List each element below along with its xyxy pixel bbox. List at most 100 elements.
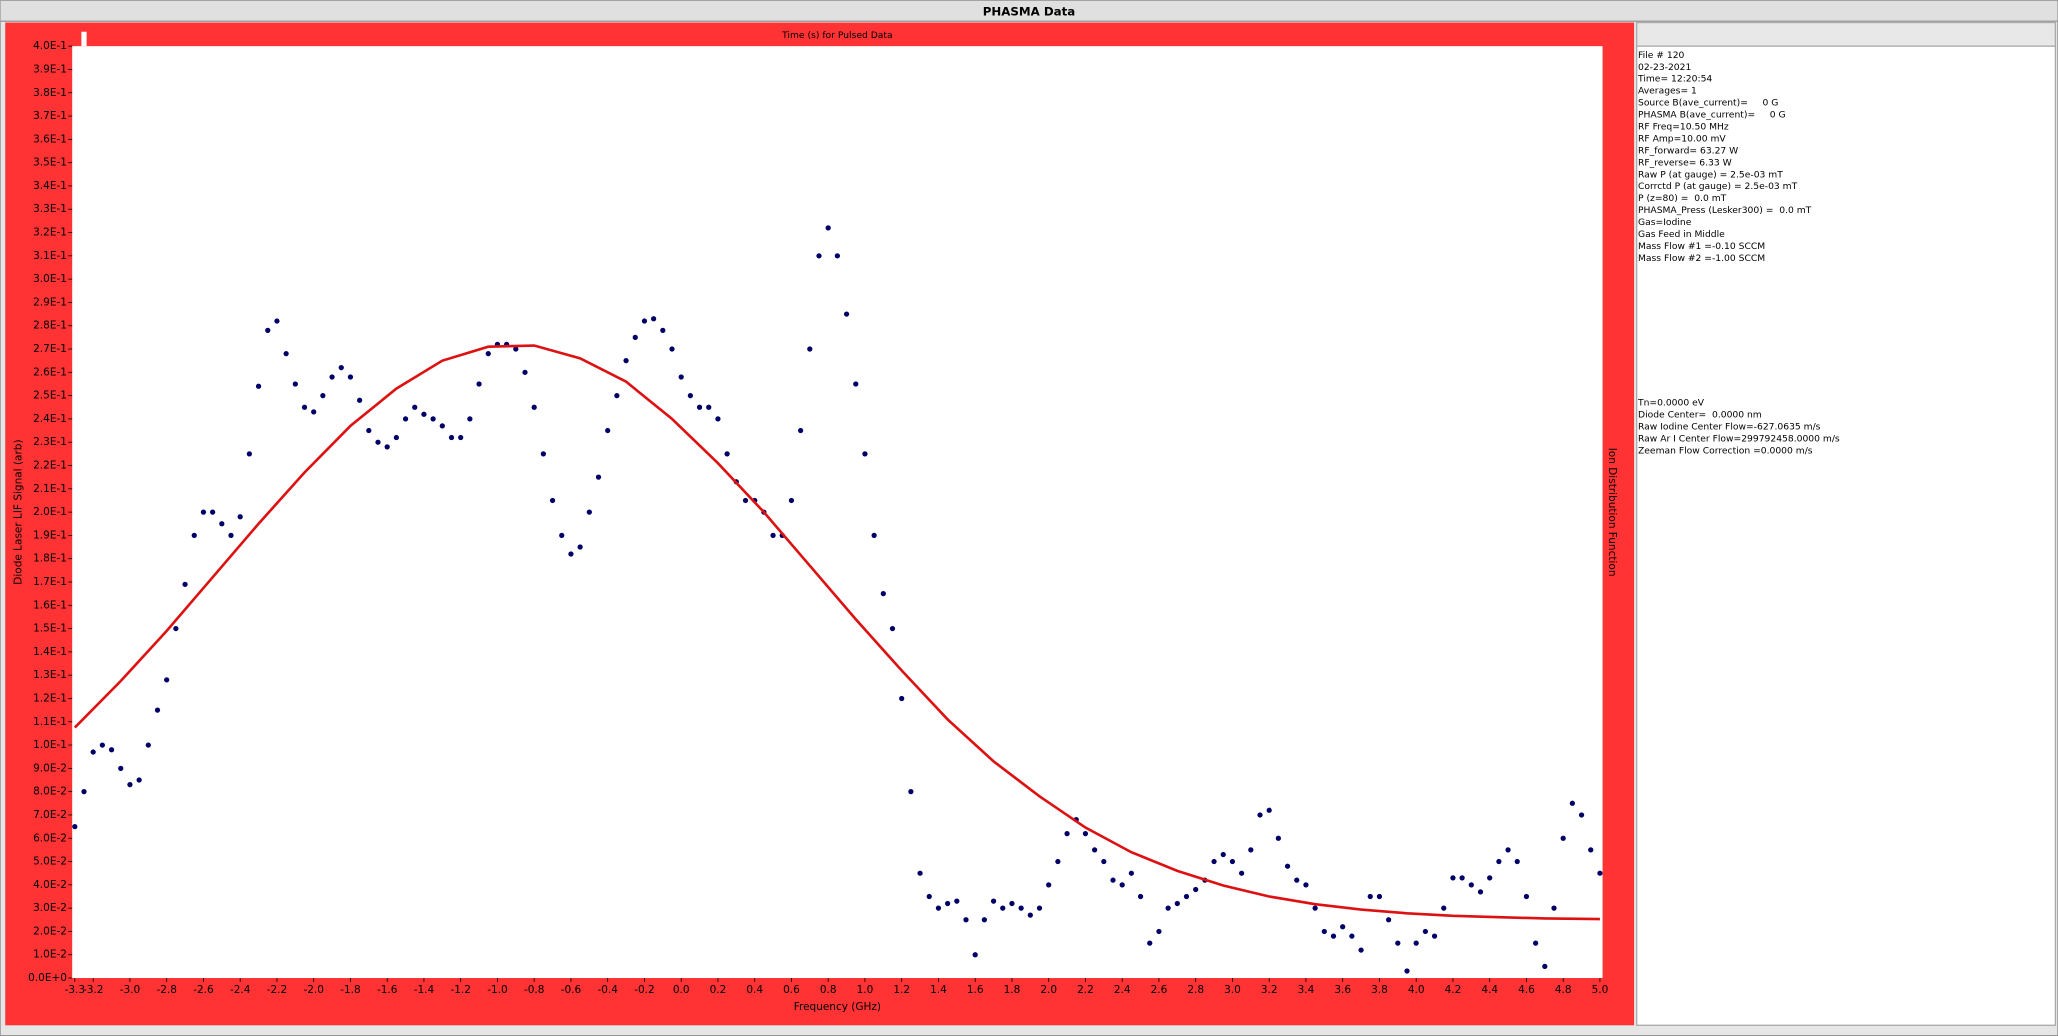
- data-point: [926, 893, 932, 900]
- data-point: [1578, 812, 1585, 818]
- data-point: [1128, 870, 1134, 876]
- data-point: [448, 434, 455, 441]
- y-tick-label: 1.4E-1: [33, 646, 67, 658]
- data-point: [834, 253, 840, 259]
- data-point: [614, 392, 620, 399]
- info-line: RF Freq=10.50 MHz: [1638, 122, 1729, 133]
- data-point: [219, 521, 225, 527]
- data-point: [1046, 882, 1052, 888]
- y-tick-label: 6.0E-2: [33, 832, 67, 844]
- y-tick-label: 3.1E-1: [33, 250, 67, 262]
- y-tick-label: 1.8E-1: [33, 553, 67, 565]
- data-point: [1468, 882, 1474, 888]
- info-line: Gas Feed in Middle: [1638, 229, 1725, 240]
- x-tick-label: 4.8: [1555, 984, 1572, 996]
- data-point: [1009, 900, 1015, 907]
- data-point: [1367, 893, 1373, 900]
- data-point: [200, 509, 207, 515]
- data-point: [549, 497, 556, 504]
- data-point: [1395, 940, 1401, 946]
- data-point: [853, 381, 859, 387]
- x-tick-label: 2.0: [1040, 984, 1057, 996]
- data-point: [1165, 905, 1171, 911]
- data-point: [1597, 870, 1603, 876]
- x-tick-label: -3.3: [65, 984, 86, 996]
- data-point: [1358, 947, 1364, 953]
- chart-title: Time (s) for Pulsed Data: [781, 30, 893, 41]
- y-tick-label: 1.0E-2: [33, 949, 67, 961]
- data-point: [1431, 933, 1438, 939]
- data-point: [889, 625, 896, 632]
- info-line: PHASMA_Press (Lesker300) = 0.0 mT: [1638, 205, 1812, 216]
- data-point: [301, 404, 308, 410]
- x-tick-label: 2.2: [1077, 984, 1094, 996]
- data-point: [1533, 940, 1539, 946]
- y2-axis-label: Ion Distribution Function: [1606, 448, 1618, 577]
- data-point: [1174, 900, 1180, 907]
- data-point: [1193, 886, 1199, 893]
- data-point: [1110, 877, 1116, 883]
- x-tick-label: -1.4: [414, 984, 435, 996]
- info-line: Corrctd P (at gauge) = 2.5e-03 mT: [1638, 181, 1798, 192]
- y-tick-label: 1.9E-1: [33, 529, 67, 541]
- data-point: [1119, 882, 1125, 888]
- data-point: [1183, 893, 1190, 900]
- data-point: [1523, 893, 1530, 900]
- data-point: [1092, 847, 1098, 853]
- x-tick-label: 3.0: [1224, 984, 1241, 996]
- x-tick-label: -1.2: [450, 984, 471, 996]
- data-point: [880, 591, 886, 597]
- y-axis-label: Diode Laser LIF Signal (arb): [12, 439, 24, 584]
- x-tick-label: -0.6: [561, 984, 582, 996]
- x-tick-label: -1.8: [340, 984, 361, 996]
- data-point: [899, 695, 905, 702]
- x-tick-label: -2.2: [267, 984, 288, 996]
- x-tick-label: 1.6: [967, 984, 984, 996]
- x-tick-label: 3.6: [1334, 984, 1351, 996]
- data-point: [421, 411, 427, 417]
- data-point: [632, 334, 638, 340]
- x-tick-label: 1.4: [930, 984, 947, 996]
- data-point: [173, 625, 179, 632]
- data-point: [1275, 835, 1281, 841]
- info-panel: [1636, 45, 2057, 1026]
- y-tick-label: 3.9E-1: [33, 63, 67, 75]
- data-point: [1450, 875, 1456, 881]
- data-point: [807, 346, 813, 352]
- plot-area: [72, 46, 1603, 979]
- data-point: [522, 369, 528, 375]
- data-point: [586, 509, 592, 515]
- data-point: [1376, 893, 1383, 900]
- data-point: [770, 532, 776, 539]
- info-line: Tn=0.0000 eV: [1637, 398, 1705, 409]
- data-point: [210, 509, 216, 515]
- data-point: [347, 374, 354, 380]
- data-point: [357, 397, 363, 403]
- data-point: [871, 532, 877, 539]
- data-point: [145, 742, 151, 748]
- y-tick-label: 3.4E-1: [33, 180, 67, 192]
- title-bar: [0, 0, 2058, 22]
- data-point: [1588, 847, 1594, 853]
- data-point: [990, 898, 997, 904]
- data-point: [816, 253, 822, 259]
- info-line: Gas=Iodine: [1638, 217, 1692, 228]
- x-tick-label: -2.6: [193, 984, 214, 996]
- data-point: [1422, 928, 1428, 935]
- data-point: [862, 451, 868, 457]
- data-point: [678, 374, 684, 380]
- y-tick-label: 1.0E-1: [33, 739, 67, 751]
- info-line: RF_reverse= 6.33 W: [1638, 157, 1732, 168]
- data-point: [1147, 940, 1153, 946]
- data-point: [1404, 968, 1410, 974]
- data-point: [908, 789, 914, 795]
- data-point: [311, 409, 317, 415]
- x-tick-label: 0.2: [710, 984, 727, 996]
- data-point: [1220, 851, 1226, 858]
- x-tick-label: -3.2: [83, 984, 104, 996]
- y-tick-label: 5.0E-2: [33, 856, 67, 868]
- data-point: [164, 677, 170, 683]
- data-point: [118, 765, 124, 771]
- data-point: [954, 898, 960, 904]
- x-tick-label: -1.6: [377, 984, 398, 996]
